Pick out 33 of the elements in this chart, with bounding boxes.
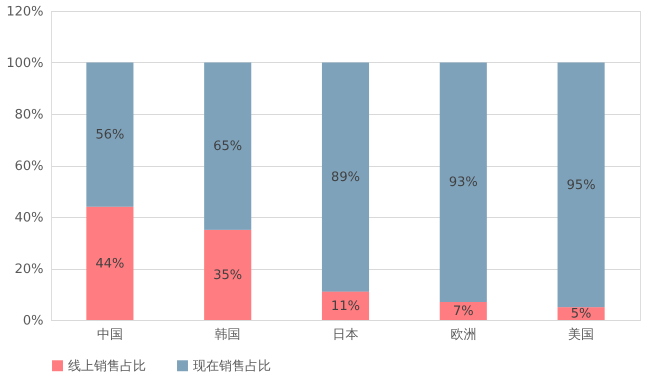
- legend-label: 线上销售占比: [68, 358, 146, 374]
- bar: [322, 62, 370, 292]
- data-label: 35%: [213, 268, 242, 283]
- bar: [86, 206, 134, 320]
- data-label: 65%: [213, 139, 242, 154]
- data-label: 56%: [95, 128, 124, 143]
- bar: [204, 230, 252, 320]
- y-tick-label: 100%: [6, 56, 44, 71]
- x-tick-label: 日本: [332, 328, 358, 342]
- x-tick-label: 韩国: [214, 328, 241, 342]
- y-tick-label: 20%: [14, 262, 44, 277]
- data-label: 95%: [566, 178, 596, 193]
- y-tick-label: 80%: [14, 108, 44, 122]
- bar: [322, 292, 370, 320]
- data-label: 44%: [95, 256, 124, 272]
- bar: [204, 62, 252, 230]
- y-tick-label: 120%: [6, 4, 44, 20]
- data-label: 11%: [331, 298, 360, 314]
- bar: [86, 62, 134, 207]
- x-tick-label: 美国: [568, 326, 594, 342]
- y-tick-label: 0%: [22, 314, 44, 328]
- data-label: 89%: [331, 170, 360, 186]
- data-label: 7%: [452, 304, 474, 319]
- bar: [440, 62, 487, 302]
- y-tick-label: 40%: [14, 210, 44, 226]
- y-tick-label: 60%: [14, 159, 44, 174]
- x-tick-label: 中国: [96, 328, 123, 342]
- data-label: 5%: [570, 306, 592, 322]
- bar: [440, 302, 487, 320]
- bar: [558, 62, 605, 308]
- legend-label: 现在销售占比: [193, 358, 271, 374]
- data-label: 93%: [448, 175, 478, 190]
- x-tick-label: 欧洲: [450, 328, 476, 342]
